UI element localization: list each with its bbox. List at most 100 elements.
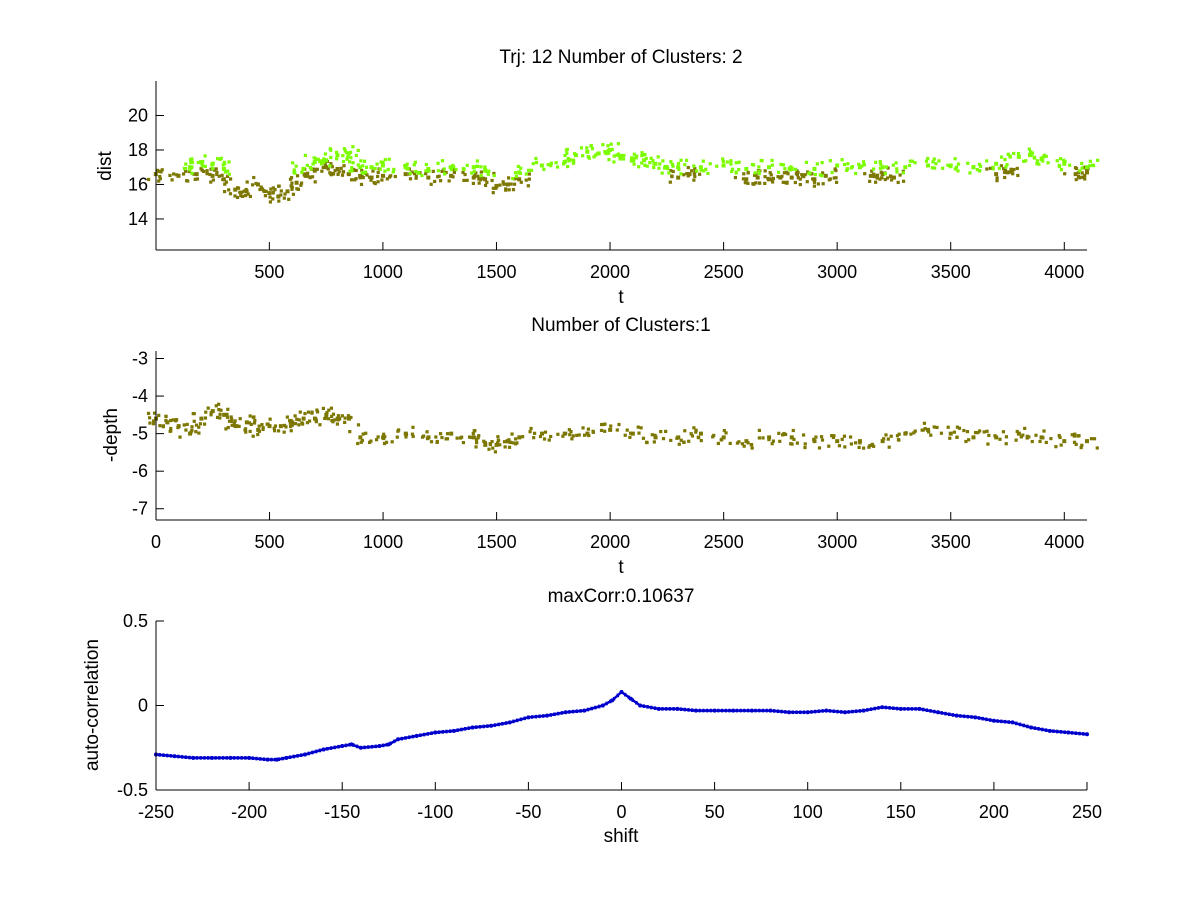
dist-point: [821, 171, 825, 175]
depth-point: [168, 429, 172, 433]
autocorr-point: [635, 700, 638, 705]
dist-point: [1074, 166, 1079, 171]
dist-point: [314, 157, 318, 161]
dist-point: [305, 174, 310, 178]
depth-point: [564, 431, 568, 436]
dist-point: [601, 143, 605, 147]
depth-point: [151, 422, 156, 426]
autocorr-point: [802, 710, 806, 715]
depth-point: [929, 433, 933, 437]
dist-point: [1085, 165, 1089, 170]
depth-point: [868, 444, 872, 448]
autocorr-series-1: [154, 689, 1089, 762]
depth-point: [870, 443, 874, 447]
autocorr-point: [370, 744, 374, 749]
autocorr-point: [441, 730, 444, 734]
depth-title: Number of Clusters:1: [531, 315, 711, 336]
dist-point: [640, 161, 644, 165]
dist-point: [977, 162, 982, 167]
autocorr-point: [758, 708, 761, 713]
dist-point: [975, 167, 979, 172]
dist-point: [746, 181, 750, 185]
depth-point: [331, 412, 336, 416]
autocorr-point: [192, 756, 195, 760]
depth-point: [325, 411, 329, 415]
depth-point: [767, 435, 772, 440]
depth-point: [229, 415, 233, 419]
autocorr-point: [579, 709, 582, 713]
depth-point: [251, 415, 255, 419]
depth-point: [356, 441, 360, 446]
dist-point: [1011, 172, 1015, 176]
autocorr-point: [389, 741, 392, 746]
autocorr-point: [445, 729, 448, 734]
dist-point: [335, 153, 340, 158]
autocorr-point: [341, 744, 344, 748]
dist-point: [889, 174, 893, 179]
depth-point: [603, 429, 607, 433]
dist-point: [616, 142, 621, 146]
depth-point: [664, 429, 668, 434]
autocorr-xtick-label: -150: [324, 802, 360, 822]
dist-point: [362, 159, 367, 163]
dist-point: [271, 186, 275, 190]
dist-point: [770, 178, 774, 182]
dist-point: [585, 146, 589, 150]
depth-point: [1070, 433, 1074, 437]
dist-point: [994, 161, 999, 166]
depth-point: [293, 414, 297, 418]
dist-point: [349, 156, 353, 160]
dist-point: [903, 165, 908, 170]
dist-point: [345, 157, 349, 161]
autocorr-point: [288, 755, 292, 760]
dist-point: [195, 177, 200, 181]
depth-point: [194, 430, 198, 434]
depth-point: [699, 438, 703, 443]
dist-point: [200, 163, 204, 167]
dist-point: [835, 163, 840, 168]
autocorr-point: [404, 736, 407, 740]
autocorr-point: [705, 708, 709, 713]
dist-point: [875, 173, 880, 177]
dist-point: [734, 161, 738, 165]
autocorr-xtick-label: -100: [417, 802, 453, 822]
dist-point: [798, 182, 802, 187]
dist-point: [414, 176, 418, 180]
autocorr-point: [266, 757, 269, 762]
dist-point: [1003, 157, 1007, 162]
depth-point: [1072, 440, 1077, 444]
depth-point: [886, 437, 890, 441]
depth-point: [630, 431, 635, 436]
dist-point: [1037, 162, 1041, 166]
dist-point: [763, 169, 767, 173]
dist-point: [883, 177, 887, 182]
dist-point: [490, 178, 494, 183]
autocorr-point: [411, 734, 415, 739]
dist-point: [971, 165, 976, 169]
dist-point: [901, 171, 905, 175]
dist-point: [1030, 152, 1034, 157]
dist-point: [812, 180, 817, 184]
autocorr-point: [329, 746, 333, 750]
dist-point: [341, 170, 345, 174]
dist-point: [504, 187, 508, 191]
depth-point: [609, 424, 613, 428]
depth-point: [251, 434, 255, 438]
autocorr-point: [396, 737, 400, 742]
depth-point: [994, 435, 999, 440]
depth-point: [410, 432, 415, 436]
depth-point: [843, 445, 847, 449]
dist-point: [433, 179, 437, 184]
depth-point: [690, 434, 695, 438]
depth-point: [248, 429, 252, 434]
autocorr-point: [545, 713, 549, 718]
depth-xlabel: t: [618, 557, 624, 578]
dist-point: [210, 163, 214, 167]
depth-point: [628, 435, 632, 439]
dist-point: [800, 173, 804, 177]
depth-point: [952, 430, 956, 434]
autocorr-point: [1063, 730, 1066, 735]
dist-point: [470, 171, 474, 175]
depth-point: [190, 425, 194, 429]
dist-point: [820, 174, 824, 178]
